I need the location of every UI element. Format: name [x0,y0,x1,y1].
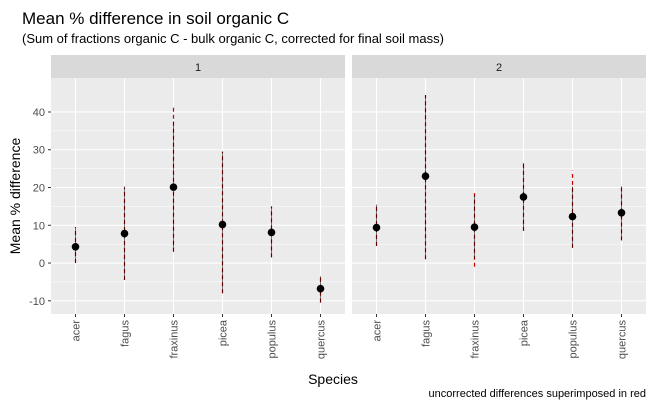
y-tick-label: 0 [39,258,45,270]
mean-point-acer [71,242,80,251]
mean-point-quercus [617,209,626,217]
x-tick-label-fagus: fagus [421,320,433,347]
facet-strip-label: 2 [496,62,502,74]
mean-point-fraxinus [470,223,479,231]
x-tick-label-quercus: quercus [617,320,629,360]
mean-point-picea [519,193,528,201]
panel-background [352,78,646,314]
x-tick-label-acer: acer [71,320,83,342]
x-tick-label-populus: populus [267,320,279,359]
mean-point-populus [267,228,276,237]
x-tick-label-acer: acer [372,320,384,342]
panel-background [51,78,345,314]
y-tick-label: -10 [29,296,45,308]
y-tick-label: 10 [33,220,45,232]
y-tick-label: 40 [33,107,45,119]
x-tick-label-quercus: quercus [316,320,328,360]
x-tick-label-fagus: fagus [120,320,132,347]
x-tick-label-picea: picea [218,319,230,346]
mean-point-fagus [421,172,430,180]
facet-strip [352,55,646,78]
facet-strip [51,55,345,78]
chart-caption: uncorrected differences superimposed in … [429,388,646,400]
facet-panel-1: 1 acer fagus fraxinus picea populus quercus [51,55,345,359]
facet-strip-label: 1 [195,62,201,74]
chart-title: Mean % difference in soil organic C [22,9,289,28]
facet-panel-2: 2 acer fagus fraxinus picea populus quercus [352,55,646,359]
mean-point-fagus [120,229,129,238]
x-tick-label-populus: populus [568,320,580,359]
mean-point-fraxinus [169,183,178,191]
y-tick-label: 20 [33,183,45,195]
mean-point-quercus [316,284,325,293]
x-tick-label-fraxinus: fraxinus [470,320,482,359]
x-axis-title: Species [308,371,358,387]
mean-point-populus [568,212,577,221]
facet-panels: 1 acer fagus fraxinus picea populus quercus 2 ac… [51,55,646,359]
y-axis: -10 0 10 20 30 40 [29,107,51,308]
y-axis-title: Mean % difference [7,138,23,255]
x-tick-label-fraxinus: fraxinus [169,320,181,359]
x-tick-label-picea: picea [519,319,531,346]
mean-point-picea [218,220,227,229]
y-tick-label: 30 [33,145,45,157]
chart-subtitle: (Sum of fractions organic C - bulk organ… [22,31,444,46]
mean-point-acer [372,223,381,232]
